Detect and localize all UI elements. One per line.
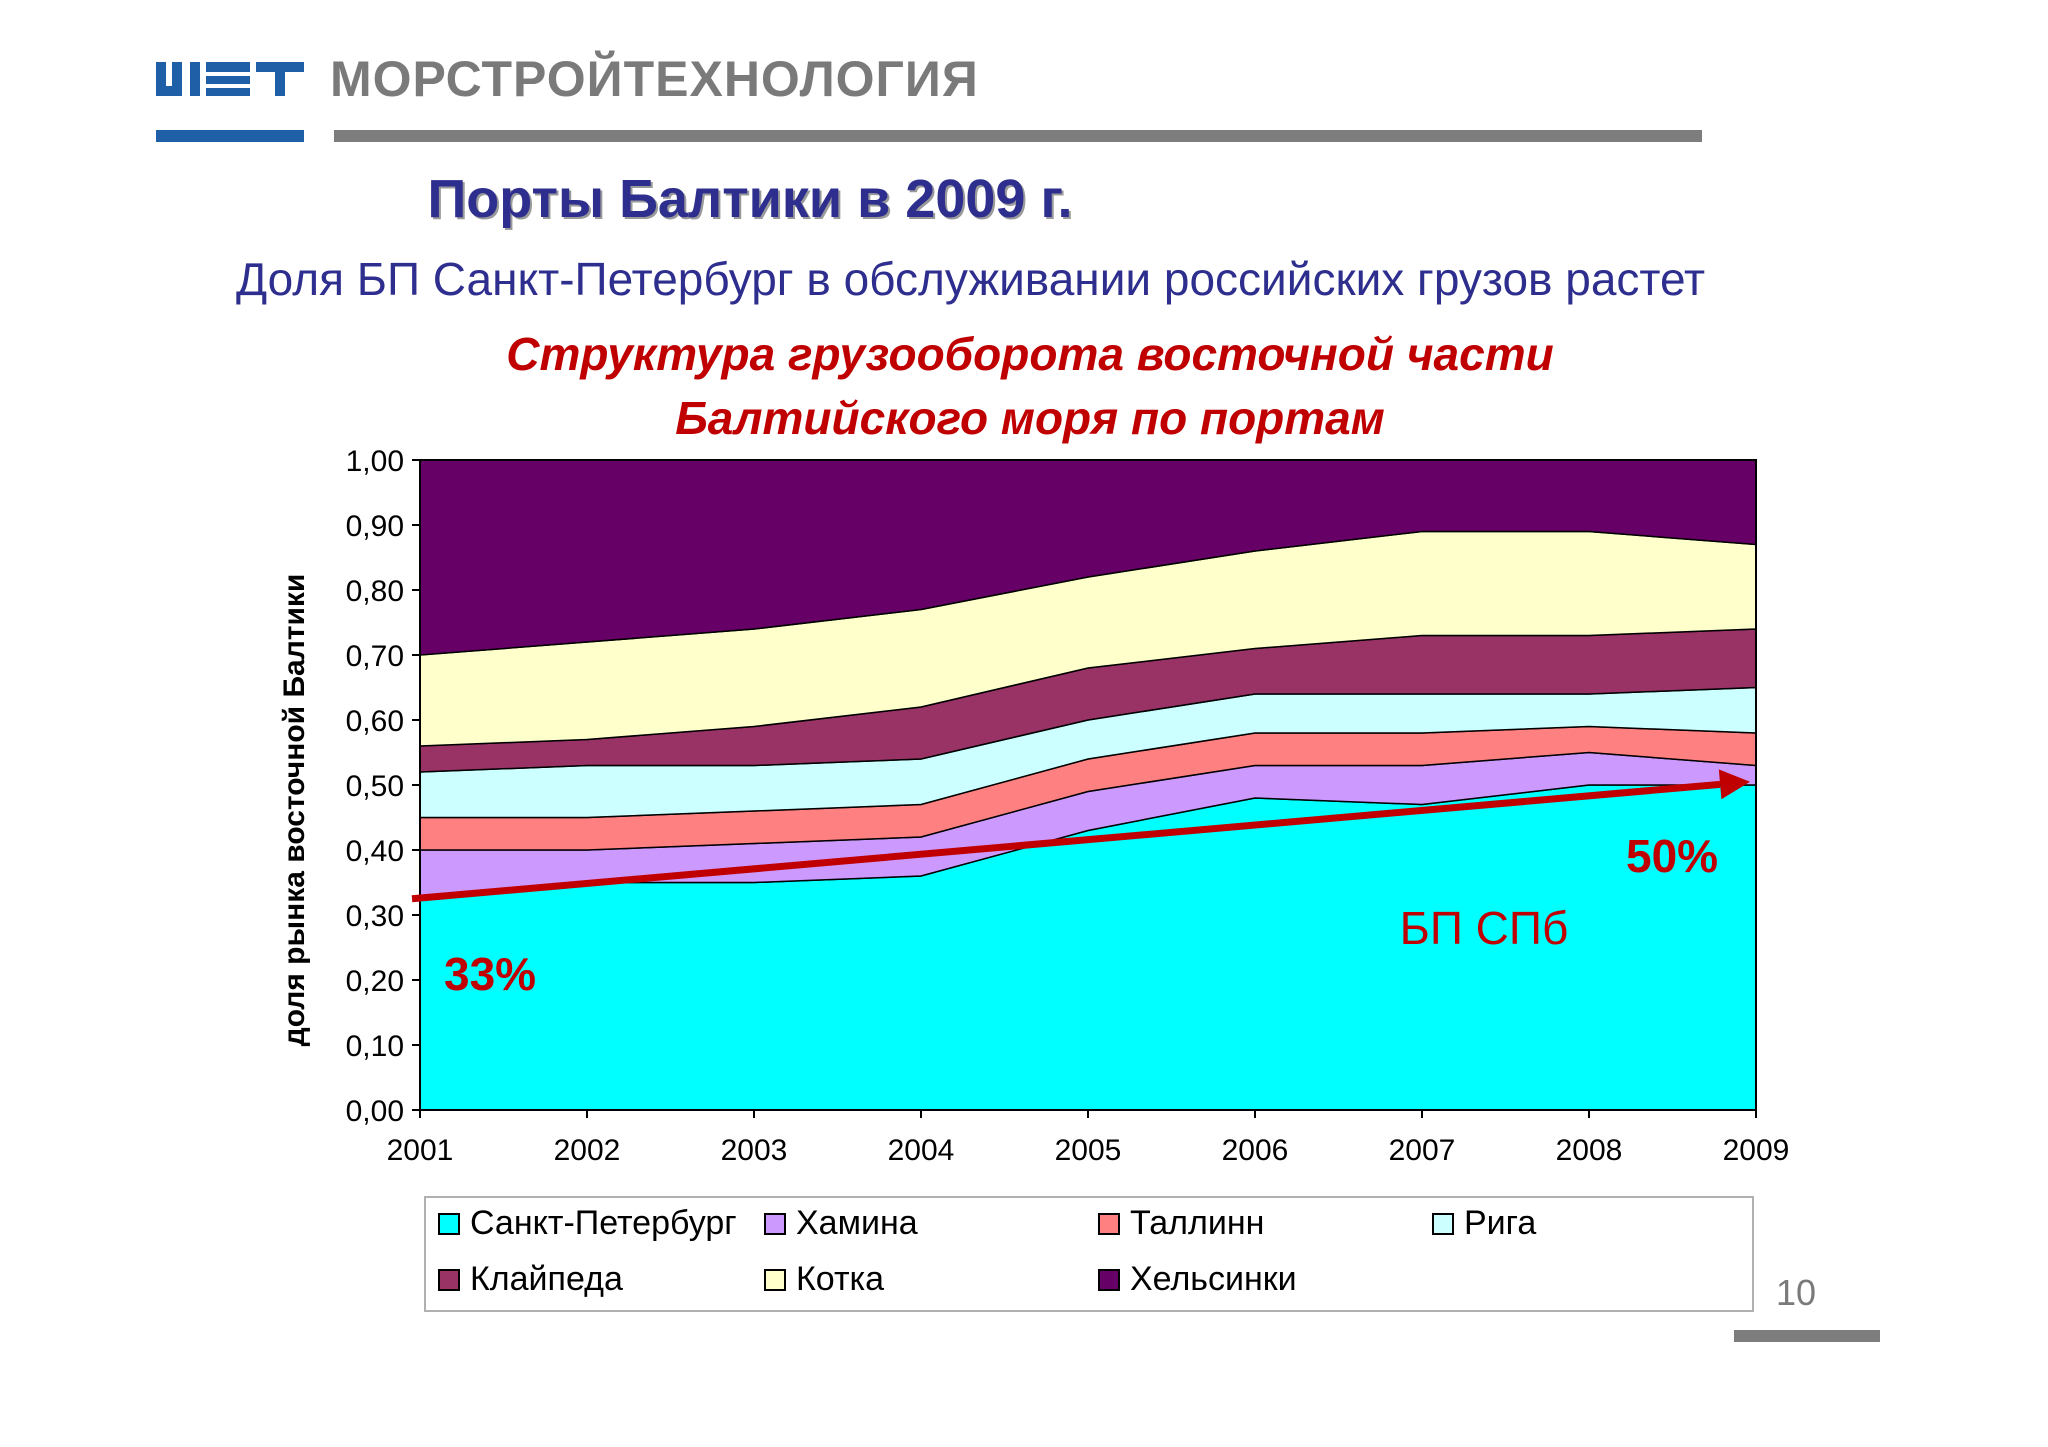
legend-item: Санкт-Петербург: [438, 1204, 737, 1243]
y-tick-label: 0,20: [346, 965, 404, 998]
legend-swatch: [1098, 1212, 1120, 1235]
x-tick-label: 2001: [387, 1134, 454, 1167]
legend-swatch: [1432, 1212, 1454, 1235]
footer-divider: [1734, 1330, 1880, 1342]
chart-heading-line2: Балтийского моря по портам: [675, 392, 1385, 444]
legend-label: Таллинн: [1130, 1204, 1265, 1242]
legend-item: Таллинн: [1098, 1204, 1264, 1243]
x-tick-label: 2006: [1222, 1134, 1289, 1167]
y-tick-label: 0,00: [346, 1095, 404, 1128]
x-tick-label: 2003: [721, 1134, 788, 1167]
spb-area-label: БП СПб: [1400, 902, 1569, 954]
end-share-label: 50%: [1626, 830, 1718, 882]
y-tick-label: 0,60: [346, 705, 404, 738]
legend-label: Клайпеда: [470, 1260, 623, 1298]
y-tick-label: 0,10: [346, 1030, 404, 1063]
page-number: 10: [1776, 1272, 1817, 1313]
x-tick-label: 2009: [1723, 1134, 1790, 1167]
y-tick-label: 0,30: [346, 900, 404, 933]
company-logo: [156, 62, 304, 142]
legend-swatch: [438, 1268, 460, 1291]
y-tick-label: 0,80: [346, 575, 404, 608]
legend-label: Котка: [796, 1260, 885, 1298]
start-share-label: 33%: [444, 948, 536, 1000]
y-tick-label: 0,90: [346, 510, 404, 543]
slide-title: Порты Балтики в 2009 г.: [427, 169, 1073, 229]
chart-heading: Структура грузооборота восточной части Б…: [250, 322, 1810, 450]
legend-swatch: [764, 1268, 786, 1291]
y-tick-label: 0,40: [346, 835, 404, 868]
legend-label: Хамина: [796, 1204, 918, 1242]
trend-arrow-head: [1718, 769, 1750, 800]
legend-swatch: [764, 1212, 786, 1235]
legend-item: Хамина: [764, 1204, 918, 1243]
x-tick-label: 2002: [554, 1134, 621, 1167]
y-tick-label: 0,70: [346, 640, 404, 673]
legend-swatch: [438, 1212, 460, 1235]
x-tick-label: 2005: [1055, 1134, 1122, 1167]
legend-label: Хельсинки: [1130, 1260, 1297, 1298]
slide-subtitle: Доля БП Санкт-Петербург в обслуживании р…: [236, 253, 1706, 305]
header-divider: [334, 130, 1702, 142]
trend-arrow-line: [411, 780, 1721, 903]
legend-item: Хельсинки: [1098, 1260, 1297, 1299]
legend-item: Котка: [764, 1260, 884, 1299]
y-axis-label: доля рынка восточной Балтики: [278, 574, 311, 1047]
y-tick-label: 0,50: [346, 770, 404, 803]
chart-heading-line1: Структура грузооборота восточной части: [506, 328, 1554, 380]
x-tick-label: 2004: [888, 1134, 955, 1167]
legend-label: Санкт-Петербург: [470, 1204, 737, 1242]
legend-item: Клайпеда: [438, 1260, 623, 1299]
y-tick-label: 1,00: [346, 445, 404, 478]
legend-label: Рига: [1464, 1204, 1537, 1242]
company-name: МОРСТРОЙТЕХНОЛОГИЯ: [330, 51, 979, 107]
legend-swatch: [1098, 1268, 1120, 1291]
x-tick-label: 2007: [1389, 1134, 1456, 1167]
x-tick-label: 2008: [1556, 1134, 1623, 1167]
chart-legend: Санкт-Петербург Хамина Таллинн Рига Клайпеда…: [424, 1196, 1754, 1312]
legend-item: Рига: [1432, 1204, 1536, 1243]
